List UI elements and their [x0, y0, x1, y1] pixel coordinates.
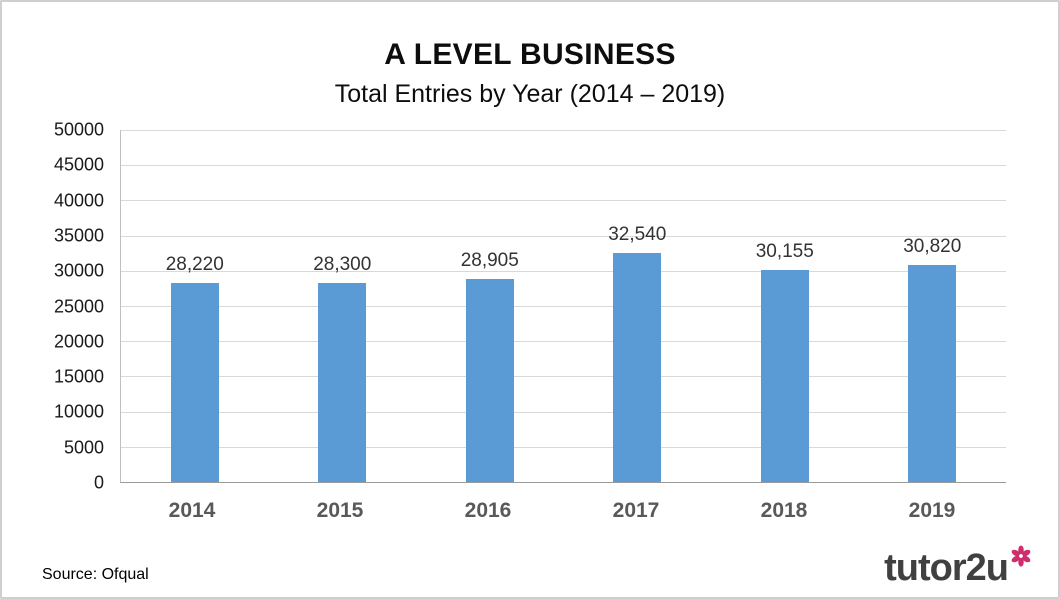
bar-chart: 0 5000 10000 15000 20000 25000 30000 35000 40000…: [30, 120, 1006, 493]
bar-value-label: 28,220: [165, 254, 224, 276]
bars-container: 28,220 28,300 28,905 32,540 30,155 30,820: [121, 130, 1006, 482]
chart-header: A LEVEL BUSINESS Total Entries by Year (…: [2, 38, 1058, 109]
y-tick-label: 35000: [53, 225, 104, 246]
source-note: Source: Ofqual: [42, 566, 149, 583]
bar-value-label: 28,905: [460, 249, 519, 271]
y-tick-label: 20000: [53, 331, 104, 352]
bar: [318, 282, 367, 482]
gridline: [121, 270, 1006, 272]
gridline: [121, 306, 1006, 307]
gridline: [121, 411, 1006, 413]
bar: [465, 278, 514, 482]
x-tick-label: 2015: [316, 499, 364, 522]
bar-group: 28,220: [121, 130, 269, 482]
y-tick-label: 45000: [53, 154, 104, 175]
gridline: [121, 165, 1006, 167]
y-tick-label: 25000: [53, 296, 104, 316]
plot-area: 28,220 28,300 28,905 32,540 30,155 30,820: [120, 130, 1006, 483]
gridline: [121, 130, 1006, 131]
bar-group: 30,155: [711, 130, 859, 482]
y-axis: 0 5000 10000 15000 20000 25000 30000 35000 40000…: [30, 120, 120, 493]
y-tick-label: 15000: [53, 366, 104, 387]
x-tick-label: 2017: [612, 499, 660, 522]
tutor2u-logo: tutor2u: [884, 545, 1032, 589]
chart-title: A LEVEL BUSINESS: [384, 38, 676, 71]
chart-subtitle: Total Entries by Year (2014 – 2019): [334, 80, 726, 108]
bar: [760, 269, 809, 482]
bar-value-label: 28,300: [313, 253, 372, 275]
y-tick-label: 50000: [53, 119, 104, 140]
y-tick-label: 5000: [63, 437, 104, 458]
x-tick-label: 2014: [168, 499, 216, 522]
x-tick-label: 2018: [760, 499, 808, 522]
bar: [170, 283, 219, 482]
y-tick-label: 10000: [53, 401, 104, 422]
x-axis: 2014 2015 2016 2017 2018 2019: [118, 499, 1006, 523]
x-tick-label: 2019: [908, 499, 956, 522]
x-tick-label: 2016: [464, 499, 512, 522]
gridline: [121, 235, 1006, 237]
bar-group: 30,820: [859, 130, 1007, 482]
bar-group: 28,300: [269, 130, 417, 482]
bar-group: 28,905: [416, 130, 564, 482]
bar-group: 32,540: [564, 130, 712, 482]
bar: [613, 252, 662, 482]
gridline: [121, 446, 1006, 448]
y-tick-label: 30000: [53, 260, 104, 281]
logo-text: tutor2u: [884, 547, 1009, 589]
y-tick-label: 40000: [53, 190, 104, 211]
gridline: [121, 200, 1006, 202]
bar-value-label: 30,820: [903, 236, 962, 258]
y-tick-label: 0: [93, 472, 104, 493]
gridline: [121, 341, 1006, 343]
bar-value-label: 30,155: [755, 240, 814, 262]
flower-icon: [1010, 545, 1032, 572]
gridline: [121, 376, 1006, 378]
bar-value-label: 32,540: [608, 223, 667, 245]
bar: [908, 265, 957, 482]
